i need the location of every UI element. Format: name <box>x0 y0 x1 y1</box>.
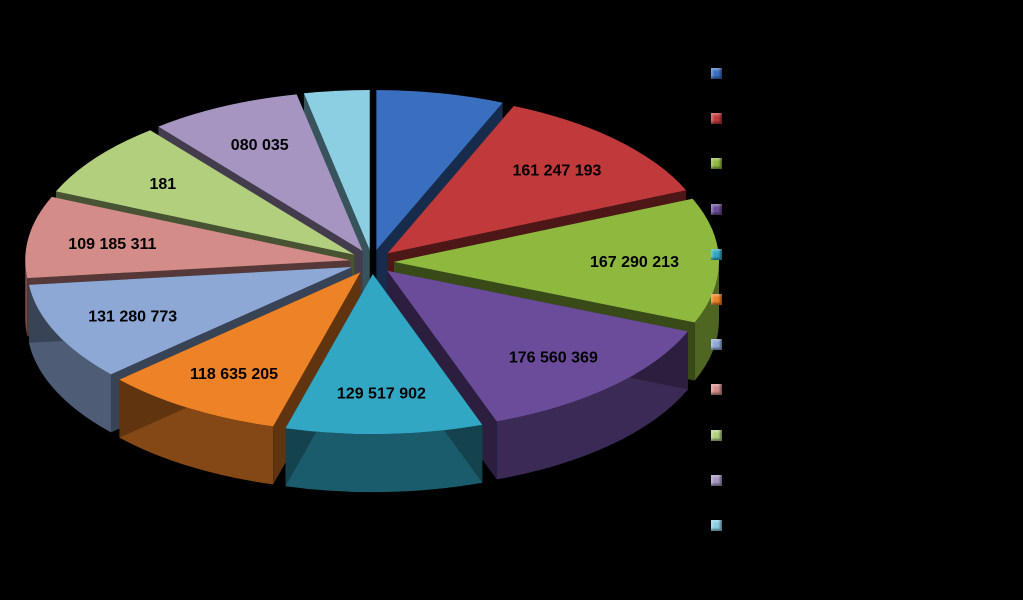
legend-item-4 <box>707 243 827 265</box>
legend-item-3 <box>707 198 827 220</box>
legend <box>707 62 827 542</box>
pie-slice-side-4 <box>285 424 483 493</box>
data-label-5: 118 635 205 <box>190 366 278 383</box>
legend-swatch <box>711 203 722 215</box>
legend-swatch <box>711 294 722 305</box>
data-label-3: 176 560 369 <box>509 349 598 366</box>
data-label-4: 129 517 902 <box>337 385 426 402</box>
pie-slice-side-3 <box>496 331 688 480</box>
data-label-2: 167 290 213 <box>590 254 679 271</box>
data-label-6: 131 280 773 <box>88 309 177 326</box>
pie-slice-top-6 <box>28 266 352 375</box>
legend-item-1 <box>707 107 827 129</box>
legend-swatch <box>711 68 722 79</box>
legend-item-6 <box>707 333 827 355</box>
legend-swatch <box>711 429 722 441</box>
pie-slice-top-3 <box>387 270 688 422</box>
legend-swatch <box>711 113 722 125</box>
legend-swatch <box>711 520 722 531</box>
legend-swatch <box>711 384 722 396</box>
legend-item-0 <box>707 62 827 84</box>
pie-slice-top-5 <box>119 272 361 427</box>
legend-item-7 <box>707 378 827 400</box>
legend-item-5 <box>707 288 827 310</box>
legend-swatch <box>711 474 722 486</box>
pie-slice-side-7 <box>25 260 28 337</box>
legend-item-2 <box>707 152 827 174</box>
pie-slice-top-1 <box>387 105 687 254</box>
pie-slice-side-6 <box>28 284 111 433</box>
pie-slice-4 <box>285 274 483 493</box>
pie-slice-top-4 <box>285 274 483 435</box>
pie-slice-top-9 <box>158 94 363 252</box>
pie-slice-side-2 <box>694 261 719 381</box>
pie-slice-top-0 <box>376 90 503 251</box>
data-label-7: 109 185 311 <box>68 236 156 253</box>
legend-swatch <box>711 339 722 351</box>
pie-slice-top-2 <box>393 198 719 323</box>
legend-swatch <box>711 248 722 260</box>
legend-item-8 <box>707 424 827 446</box>
data-label-9: 080 035 <box>231 137 289 154</box>
legend-swatch <box>711 158 722 170</box>
legend-item-10 <box>707 514 827 536</box>
legend-item-9 <box>707 469 827 491</box>
pie-slice-top-10 <box>303 89 370 250</box>
pie-slice-top-7 <box>25 196 351 279</box>
data-label-8: 181 <box>150 176 177 193</box>
data-label-1: 161 247 193 <box>512 162 601 179</box>
pie-slice-top-8 <box>55 130 355 255</box>
